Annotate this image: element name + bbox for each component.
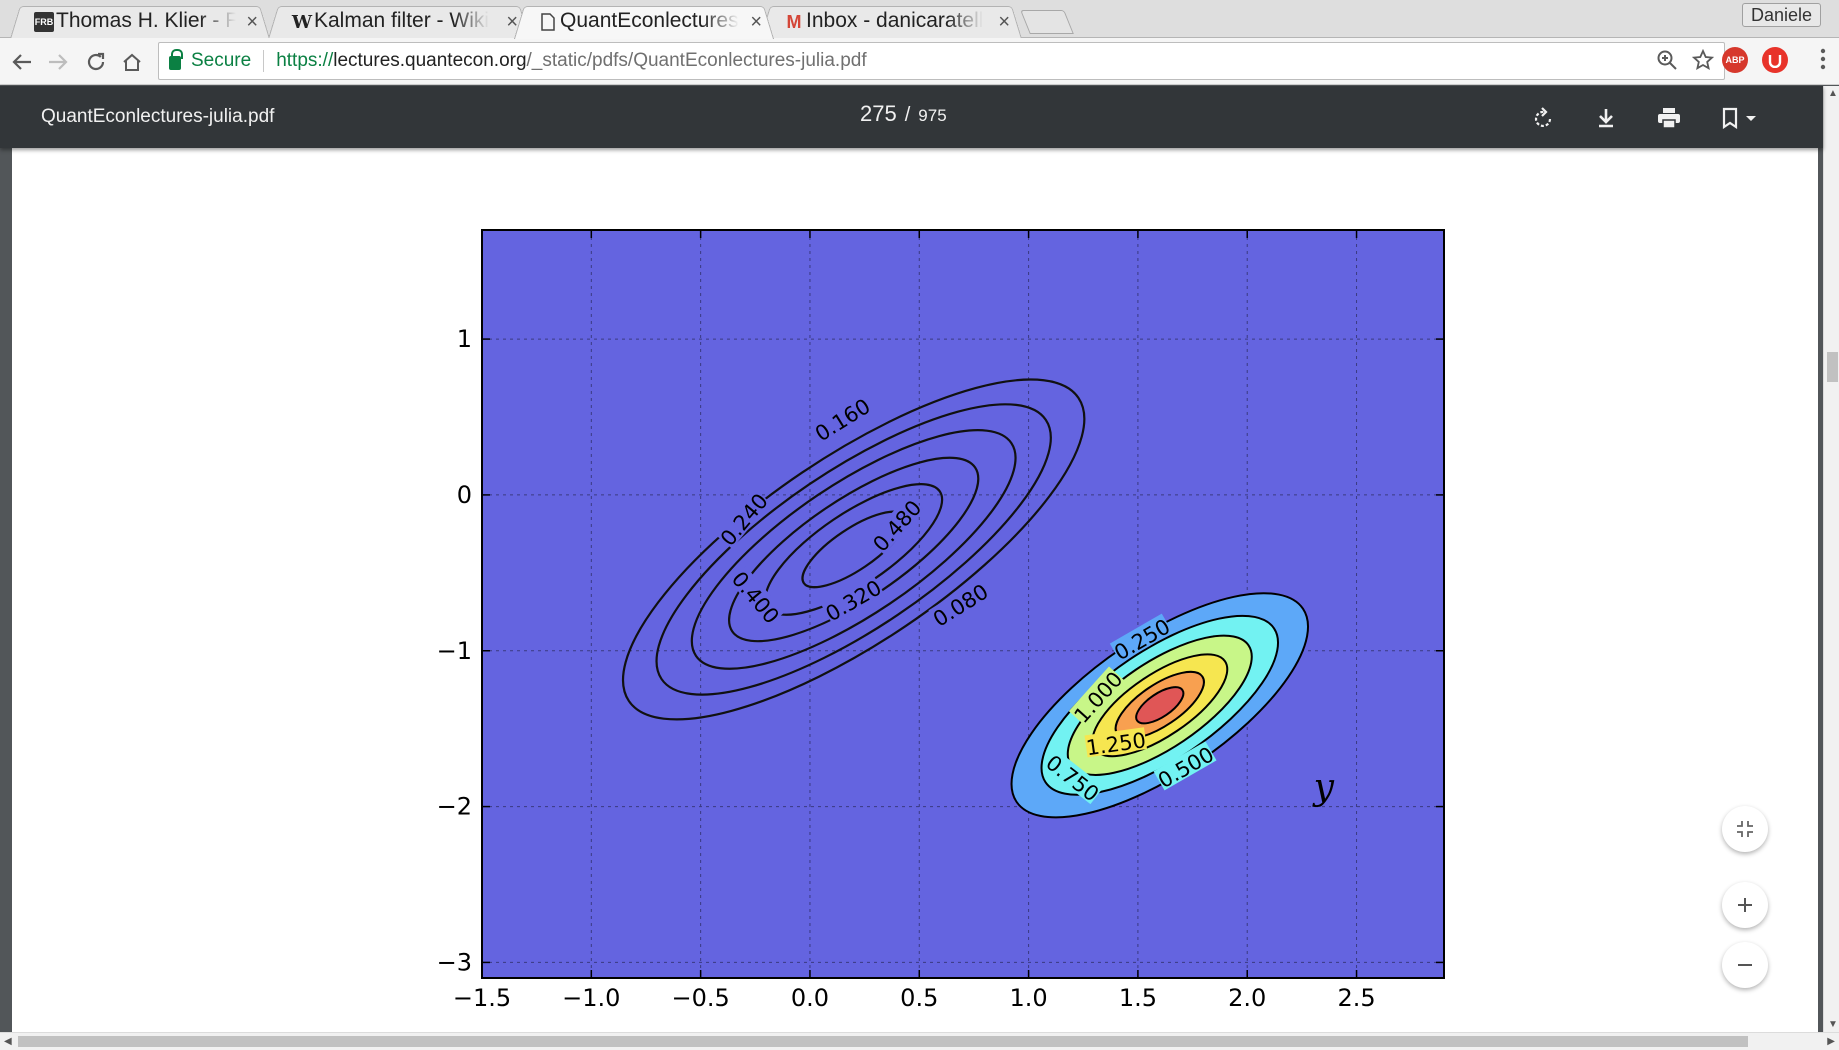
- current-page-input[interactable]: 275: [860, 101, 897, 126]
- close-icon[interactable]: ×: [246, 11, 258, 33]
- x-tick-label: 1.0: [1010, 984, 1048, 1012]
- fit-to-page-button[interactable]: [1722, 806, 1768, 852]
- y-tick-label: 1: [457, 325, 472, 353]
- scroll-left-icon[interactable]: ◀: [4, 1036, 12, 1047]
- forward-icon[interactable]: [42, 46, 74, 78]
- new-tab-button[interactable]: [1020, 10, 1074, 34]
- total-pages: 975: [918, 106, 947, 125]
- pdf-toolbar: QuantEconlectures-julia.pdf 275 / 975: [0, 86, 1823, 148]
- y-tick-label: −1: [437, 637, 472, 665]
- close-icon[interactable]: ×: [750, 11, 762, 33]
- page-icon: [538, 12, 558, 32]
- rotate-icon[interactable]: [1530, 104, 1558, 132]
- contour-label-bg: [928, 578, 992, 630]
- contour-label-bg: [1109, 613, 1173, 663]
- gmail-icon: M: [786, 11, 802, 32]
- adblock-icon[interactable]: ABP: [1722, 47, 1748, 73]
- browser-toolbar: Secure https://lectures.quantecon.org/_s…: [0, 38, 1839, 85]
- frb-favicon-icon: FRB: [34, 12, 54, 32]
- url-path: /_static/pdfs/QuantEconlectures-julia.pd…: [526, 50, 867, 71]
- close-icon[interactable]: ×: [998, 11, 1010, 33]
- bookmark-menu-icon[interactable]: [1718, 104, 1762, 132]
- print-icon[interactable]: [1655, 104, 1683, 132]
- plot-annotation: y: [1312, 767, 1335, 808]
- contour-label-bg: [867, 495, 925, 555]
- tab-kalman-filter[interactable]: W Kalman filter - Wiki ×: [268, 3, 530, 39]
- x-tick-label: 0.0: [791, 984, 829, 1012]
- home-icon[interactable]: [116, 46, 148, 78]
- pdf-page: 0.160 0.240 0.400 0.320 0.480 0.080 0.250 1.000…: [12, 148, 1818, 1032]
- zoom-icon[interactable]: [1656, 49, 1678, 77]
- tab-inbox[interactable]: M Inbox - danicaratell ×: [760, 3, 1022, 39]
- contour-line: [655, 403, 1052, 696]
- tab-title: Kalman filter - Wiki: [314, 9, 490, 32]
- x-tick-label: 0.5: [900, 984, 938, 1012]
- contour-label-bg: [729, 566, 785, 627]
- scroll-down-icon[interactable]: ▼: [1828, 1019, 1838, 1030]
- scroll-thumb[interactable]: [18, 1036, 1748, 1047]
- x-tick-label: 1.5: [1119, 984, 1157, 1012]
- profile-button[interactable]: Daniele: [1741, 3, 1821, 27]
- zoom-out-button[interactable]: [1722, 942, 1768, 988]
- contour-label-bg: [1084, 727, 1148, 758]
- x-tick-label: 2.5: [1337, 984, 1375, 1012]
- page-separator: /: [904, 104, 911, 126]
- secure-label: Secure: [191, 50, 252, 71]
- tab-quantecon[interactable]: QuantEconlectures ×: [514, 3, 774, 39]
- horizontal-scrollbar[interactable]: ◀ ▶: [0, 1032, 1839, 1050]
- url-scheme: https://: [276, 50, 334, 71]
- x-tick-label: −1.0: [562, 984, 620, 1012]
- scroll-right-icon[interactable]: ▶: [1827, 1036, 1835, 1047]
- privacy-badger-icon[interactable]: [1762, 47, 1788, 73]
- contour-line: [621, 378, 1086, 721]
- page-indicator: 275 / 975: [860, 101, 947, 127]
- x-tick-label: −1.5: [453, 984, 511, 1012]
- reload-icon[interactable]: [80, 46, 112, 78]
- y-tick-label: 0: [457, 481, 472, 509]
- pdf-filename: QuantEconlectures-julia.pdf: [41, 106, 275, 127]
- y-tick-label: −3: [437, 948, 472, 976]
- x-tick-label: −0.5: [671, 984, 729, 1012]
- back-icon[interactable]: [6, 46, 38, 78]
- divider: [263, 50, 265, 72]
- contour-label-bg: [1153, 741, 1217, 791]
- contour-label-bg: [1068, 666, 1126, 726]
- download-icon[interactable]: [1592, 104, 1620, 132]
- tab-title: QuantEconlectures: [560, 9, 739, 32]
- contour-label-bg: [821, 574, 885, 624]
- address-bar[interactable]: Secure https://lectures.quantecon.org/_s…: [158, 42, 1725, 80]
- scroll-up-icon[interactable]: ▲: [1828, 88, 1838, 99]
- wikipedia-icon: W: [291, 11, 313, 33]
- tab-strip: FRB Thomas H. Klier - Fe × W Kalman filt…: [0, 0, 1839, 38]
- tab-thomas-klier[interactable]: FRB Thomas H. Klier - Fe ×: [10, 3, 270, 39]
- pdf-content-area[interactable]: 0.160 0.240 0.400 0.320 0.480 0.080 0.250 1.000…: [0, 148, 1823, 1032]
- close-icon[interactable]: ×: [506, 11, 518, 33]
- y-tick-label: −2: [437, 793, 472, 821]
- zoom-in-button[interactable]: [1722, 882, 1768, 928]
- x-tick-label: 2.0: [1228, 984, 1266, 1012]
- filled-contour: [1135, 686, 1185, 725]
- contour-label-bg: [810, 393, 873, 444]
- tab-title: Inbox - danicaratell: [806, 9, 984, 32]
- tab-title: Thomas H. Klier - Fe: [56, 9, 236, 32]
- contour-label-bg: [1043, 749, 1104, 805]
- menu-icon[interactable]: [1819, 48, 1827, 70]
- url-host: lectures.quantecon.org: [333, 50, 527, 71]
- bookmark-star-icon[interactable]: [1691, 48, 1715, 77]
- vertical-scrollbar[interactable]: ▲ ▼: [1823, 86, 1839, 1032]
- scroll-thumb[interactable]: [1827, 352, 1838, 382]
- lock-icon: [169, 49, 183, 70]
- contour-label-bg: [715, 488, 771, 549]
- contour-line: [690, 429, 1017, 670]
- plot-frame: [481, 229, 1445, 979]
